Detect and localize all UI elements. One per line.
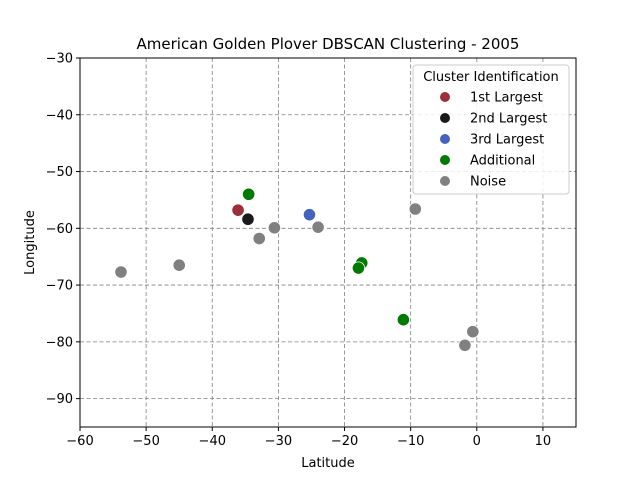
data-point-noise xyxy=(408,202,422,216)
legend-marker-2nd-largest xyxy=(440,113,450,123)
y-tick-label: −70 xyxy=(46,279,73,294)
legend-title: Cluster Identification xyxy=(423,70,559,85)
data-point-3rd-largest xyxy=(302,208,317,222)
data-point-additional xyxy=(396,313,410,327)
data-point-noise xyxy=(114,265,128,279)
x-axis-title: Latitude xyxy=(301,456,355,471)
legend-marker-3rd-largest xyxy=(440,134,450,144)
y-axis-title: Longitude xyxy=(23,210,38,275)
x-tick-label: −40 xyxy=(199,434,226,449)
legend-items: 1st Largest 2nd Largest 3rd Largest Additio… xyxy=(440,91,547,190)
x-tick-label: 10 xyxy=(535,434,552,449)
data-point-noise xyxy=(311,220,325,234)
y-axis-ticks: −90 −80 −70 −60 −50 −40 −30 xyxy=(46,52,80,407)
legend-box xyxy=(412,64,570,195)
x-tick-label: −50 xyxy=(132,434,159,449)
x-tick-label: −30 xyxy=(265,434,292,449)
data-points xyxy=(114,187,480,352)
chart-title: American Golden Plover DBSCAN Clustering… xyxy=(137,35,520,53)
data-point-noise xyxy=(252,231,266,246)
data-point-noise xyxy=(267,221,282,235)
x-tick-label: −60 xyxy=(66,434,93,449)
plot-frame xyxy=(79,57,577,428)
data-point-noise xyxy=(172,258,186,272)
data-point-1st-largest xyxy=(231,203,245,217)
data-point-2nd-largest xyxy=(241,212,255,226)
y-tick-label: −50 xyxy=(46,165,73,180)
legend-marker-additional xyxy=(440,155,450,165)
y-tick-label: −90 xyxy=(46,392,73,407)
legend-label-noise: Noise xyxy=(470,175,506,190)
legend: Cluster Identification 1st Largest 2nd La… xyxy=(412,64,570,195)
data-point-additional xyxy=(242,187,256,201)
data-point-noise xyxy=(466,325,480,339)
y-tick-label: −60 xyxy=(46,222,73,237)
y-tick-label: −40 xyxy=(46,108,73,123)
legend-label-1st-largest: 1st Largest xyxy=(470,91,543,106)
x-tick-label: −20 xyxy=(331,434,358,449)
legend-marker-1st-largest xyxy=(440,92,450,102)
legend-label-additional: Additional xyxy=(470,154,535,169)
legend-marker-noise xyxy=(440,176,450,186)
x-tick-label: 0 xyxy=(473,434,481,449)
data-point-additional xyxy=(351,261,366,275)
legend-label-3rd-largest: 3rd Largest xyxy=(470,133,544,148)
x-axis-ticks: −60 −50 −40 −30 −20 −10 0 10 xyxy=(66,427,551,449)
x-tick-label: −10 xyxy=(397,434,424,449)
legend-label-2nd-largest: 2nd Largest xyxy=(470,112,547,127)
y-tick-label: −30 xyxy=(46,52,73,67)
y-tick-label: −80 xyxy=(46,335,73,350)
data-point-noise xyxy=(458,338,472,352)
